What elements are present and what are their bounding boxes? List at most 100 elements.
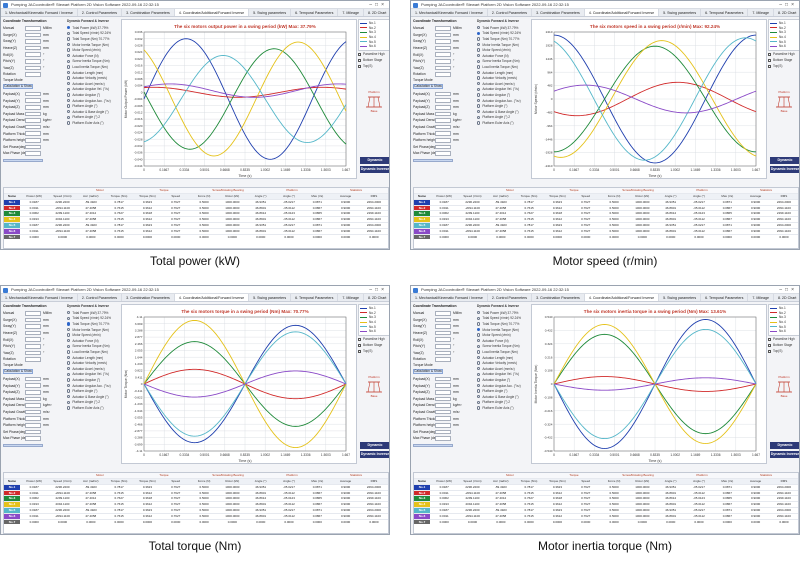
dynamic-forward-button[interactable]: Dynamic Forward (360, 442, 389, 454)
series-option[interactable]: Screw Inertia Torque (Nm) (477, 59, 529, 65)
minimize-icon[interactable]: – (369, 287, 376, 293)
control-input[interactable] (435, 124, 451, 130)
radio-button[interactable] (477, 48, 481, 52)
control-input[interactable] (25, 436, 41, 441)
control-input[interactable] (435, 350, 451, 356)
control-input[interactable] (435, 389, 451, 395)
radio-button[interactable] (477, 378, 481, 382)
checkbox[interactable] (358, 349, 361, 353)
series-option[interactable]: Screw Inertia Torque (Nm) (67, 344, 119, 350)
tab-1[interactable]: 1. Mechanical/Kinematic Forward / Invers… (411, 9, 488, 16)
radio-button[interactable] (477, 322, 481, 326)
radio-button[interactable] (67, 389, 71, 393)
close-icon[interactable]: × (381, 287, 387, 293)
control-input[interactable] (435, 357, 451, 362)
radio-button[interactable] (67, 339, 71, 343)
dynamic-forward-button[interactable]: Dynamic Forward (770, 442, 799, 454)
radio-button[interactable] (477, 327, 481, 332)
table-row[interactable]: No.4 0.0193 2094.1100 47.4058 0.7615 0.3612 0.… (414, 501, 798, 507)
option-checkbox[interactable]: Paramline High (768, 337, 799, 342)
minimize-icon[interactable]: – (779, 287, 786, 293)
radio-button[interactable] (67, 110, 71, 114)
radio-button[interactable] (67, 76, 71, 80)
table-row[interactable]: No.3 0.0062 2299.1100 47.4012 0.7627 0.3618 0.… (4, 495, 388, 502)
tab-2[interactable]: 2. Control Parameters (488, 294, 533, 301)
option-checkbox[interactable]: Bottom Stage (358, 343, 389, 348)
series-option[interactable]: Load Inertia Torque (Nm) (477, 349, 529, 355)
option-checkbox[interactable]: Top(S) (768, 349, 799, 354)
dynamic-inverse-button[interactable]: Dynamic Inverse (770, 451, 800, 458)
control-input[interactable] (25, 131, 41, 136)
radio-button[interactable] (477, 383, 481, 388)
radio-button[interactable] (477, 350, 481, 354)
series-option[interactable]: Platform Euler Axis (°) (477, 405, 529, 411)
series-option[interactable]: Actuator Force (N) (67, 53, 119, 59)
series-option[interactable]: Total Speed (r/min) 92.24% (477, 31, 529, 37)
series-option[interactable]: Total Torque (Nm) 70.77% (477, 36, 529, 42)
table-row[interactable]: No.2 0.0011 -2094.1100 47.4058 0.7615 0.3612 0… (414, 489, 798, 496)
series-option[interactable]: Platform Angle (°) 2 (67, 400, 119, 406)
radio-button[interactable] (477, 316, 481, 321)
radio-button[interactable] (67, 367, 71, 371)
radio-button[interactable] (477, 70, 481, 75)
control-input[interactable] (25, 144, 41, 150)
series-option[interactable]: Platform Euler Axis (°) (477, 120, 529, 126)
series-option[interactable]: Motor Inertia Torque (Nm) (477, 327, 529, 333)
series-option[interactable]: Actuator Angular Acc. (°/s²) (67, 383, 119, 389)
table-row[interactable]: No.4 0.0193 2094.1100 47.4058 0.7615 0.3612 0.… (4, 216, 388, 222)
tab-6[interactable]: 6. Temporal Parameters (701, 294, 749, 301)
radio-button[interactable] (477, 361, 481, 365)
series-option[interactable]: Total Speed (r/min) 92.24% (67, 316, 119, 322)
control-input[interactable] (435, 111, 451, 117)
series-option[interactable]: Actuator Force (N) (477, 53, 529, 59)
control-input[interactable] (25, 330, 41, 336)
tab-6[interactable]: 6. Temporal Parameters (291, 294, 339, 301)
control-input[interactable] (25, 124, 41, 130)
series-option[interactable]: Actuator Accel (mm/s²) (477, 81, 529, 87)
maximize-icon[interactable]: □ (375, 287, 382, 293)
radio-button[interactable] (67, 327, 71, 332)
series-option[interactable]: Load Inertia Torque (Nm) (477, 64, 529, 70)
control-input[interactable] (25, 422, 41, 428)
series-option[interactable]: Load Inertia Torque (Nm) (67, 349, 119, 355)
checkbox[interactable] (358, 64, 361, 68)
control-input[interactable] (435, 137, 451, 143)
series-option[interactable]: Actuator Angular (°) (67, 92, 119, 98)
radio-button[interactable] (67, 316, 71, 321)
control-input[interactable] (25, 357, 41, 362)
series-option[interactable]: Actuator Force (N) (477, 338, 529, 344)
close-icon[interactable]: × (381, 2, 387, 8)
table-row[interactable]: No.1 0.0187 2296.2200 -59.4923 0.7817 0.3623 0… (4, 198, 388, 205)
table-row[interactable]: No.7 0.0000 0.0000 0.0000 0.0000 0.0000 0.0000… (414, 233, 798, 240)
series-option[interactable]: Platform Angle (°) (67, 388, 119, 394)
radio-button[interactable] (477, 98, 481, 103)
tab-4[interactable]: 4. Coordinate/Additional/Forward Inverse (584, 9, 660, 16)
control-input[interactable] (435, 65, 451, 71)
series-option[interactable]: Total Torque (Nm) 70.77% (477, 321, 529, 327)
tab-7[interactable]: 7. Mileage (338, 294, 365, 301)
table-row[interactable]: No.3 0.0062 2299.1100 47.4012 0.7627 0.3618 0.… (414, 210, 798, 217)
control-input[interactable] (25, 26, 41, 31)
control-input[interactable] (25, 45, 41, 51)
control-input[interactable] (435, 337, 451, 342)
radio-button[interactable] (67, 378, 71, 382)
option-checkbox[interactable]: Paramline High (358, 337, 389, 342)
option-checkbox[interactable]: Bottom Stage (768, 343, 799, 348)
series-option[interactable]: Actuator & Base Angle (°) (477, 109, 529, 115)
radio-button[interactable] (477, 339, 481, 343)
dynamic-inverse-button[interactable]: Dynamic Inverse (770, 166, 800, 173)
tab-8[interactable]: 8. 2D Chart (774, 294, 799, 301)
control-input[interactable] (435, 343, 451, 349)
series-option[interactable]: Load Inertia Torque (Nm) (67, 64, 119, 70)
control-input[interactable] (25, 58, 41, 64)
series-option[interactable]: Total Torque (Nm) 70.77% (67, 321, 119, 327)
radio-button[interactable] (67, 400, 71, 404)
radio-button[interactable] (67, 406, 71, 410)
control-input[interactable] (435, 39, 451, 44)
series-option[interactable]: Actuator Force (N) (67, 338, 119, 344)
table-row[interactable]: No.4 0.0193 2094.1100 47.4058 0.7615 0.3612 0.… (4, 501, 388, 507)
control-input[interactable] (25, 324, 41, 329)
control-input[interactable] (25, 416, 41, 421)
control-input[interactable] (25, 72, 41, 77)
radio-button[interactable] (67, 333, 71, 337)
